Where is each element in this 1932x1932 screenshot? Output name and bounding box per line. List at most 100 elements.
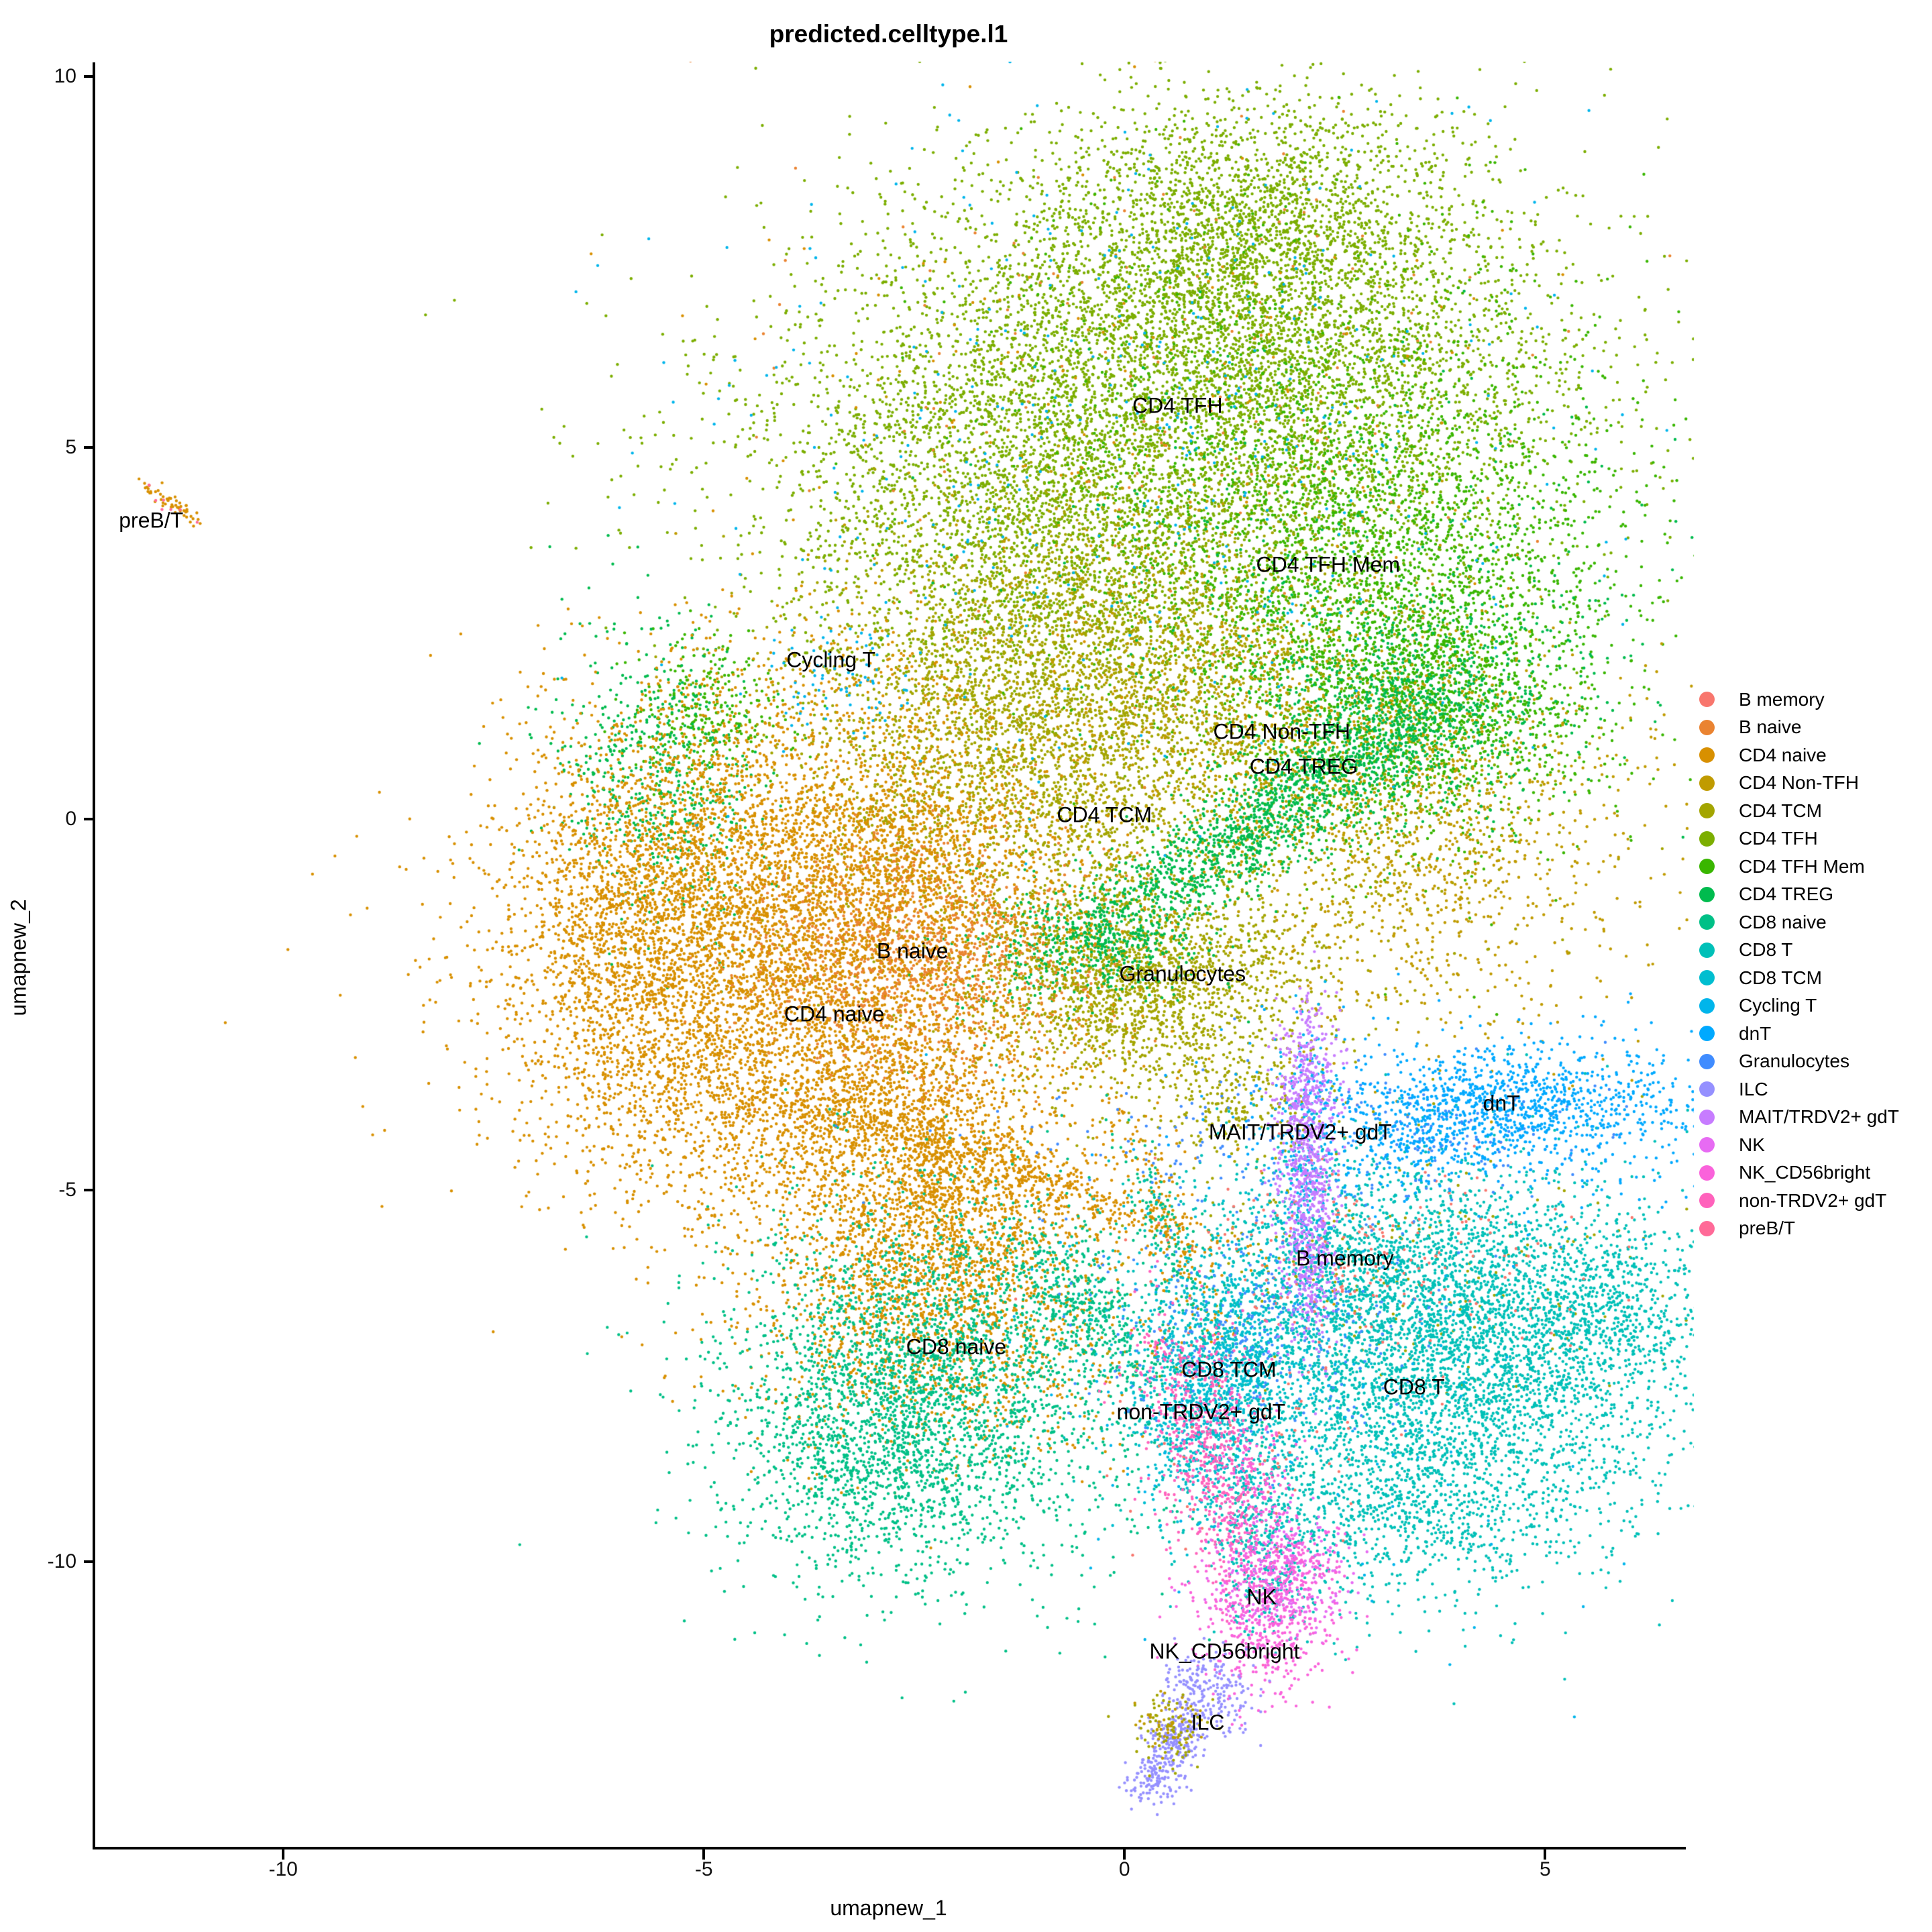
legend-dot-icon — [1699, 998, 1715, 1014]
y-tick — [84, 817, 94, 820]
cluster-label: CD8 T — [1383, 1375, 1445, 1399]
legend-dot-icon — [1699, 775, 1715, 791]
legend-item-label: dnT — [1739, 1022, 1772, 1044]
legend-dot-icon — [1699, 886, 1715, 902]
cluster-label: CD4 Non-TFH — [1213, 719, 1351, 744]
legend-dot-icon — [1699, 942, 1715, 958]
legend-item-label: ILC — [1739, 1078, 1768, 1099]
y-tick-label: -10 — [47, 1550, 76, 1572]
legend-item: CD4 TFH Mem — [1699, 853, 1899, 881]
legend-dot-icon — [1699, 803, 1715, 819]
cluster-label: CD4 TFH — [1132, 393, 1223, 418]
legend-item-label: NK_CD56bright — [1739, 1162, 1871, 1183]
legend-item: CD4 Non-TFH — [1699, 769, 1899, 798]
legend-item: B naive — [1699, 714, 1899, 742]
legend-item-label: NK — [1739, 1134, 1765, 1155]
legend-item-label: B memory — [1739, 688, 1825, 710]
x-tick — [1123, 1849, 1126, 1860]
legend-item: CD4 TFH — [1699, 825, 1899, 853]
cluster-label: B naive — [876, 938, 949, 963]
cluster-label: dnT — [1483, 1091, 1520, 1116]
legend-item-label: CD4 naive — [1739, 744, 1827, 765]
legend-item: NK — [1699, 1131, 1899, 1159]
legend-dot-icon — [1699, 747, 1715, 763]
legend-dot-icon — [1699, 692, 1715, 708]
legend-item: CD4 TCM — [1699, 797, 1899, 825]
cluster-label: non-TRDV2+ gdT — [1116, 1399, 1286, 1424]
x-axis-title: umapnew_1 — [830, 1896, 947, 1920]
x-tick-label: -5 — [694, 1858, 713, 1880]
legend-item-label: CD8 TCM — [1739, 967, 1822, 988]
y-tick-label: 0 — [65, 807, 76, 830]
legend-item-label: CD4 TFH — [1739, 828, 1818, 849]
legend-dot-icon — [1699, 970, 1715, 986]
cluster-label: CD4 naive — [784, 1002, 885, 1026]
legend-dot-icon — [1699, 914, 1715, 930]
x-tick-label: -10 — [268, 1858, 298, 1880]
cluster-label: ILC — [1191, 1710, 1225, 1735]
legend-item: CD8 T — [1699, 936, 1899, 965]
legend-dot-icon — [1699, 859, 1715, 875]
legend-item: MAIT/TRDV2+ gdT — [1699, 1104, 1899, 1132]
legend-item-label: non-TRDV2+ gdT — [1739, 1189, 1887, 1211]
legend-item: non-TRDV2+ gdT — [1699, 1187, 1899, 1215]
legend-dot-icon — [1699, 1026, 1715, 1042]
legend-item-label: Cycling T — [1739, 995, 1817, 1016]
cluster-label: CD8 TCM — [1181, 1357, 1277, 1382]
legend-item-label: preB/T — [1739, 1218, 1796, 1239]
y-axis-title: umapnew_2 — [6, 899, 31, 1016]
legend-item: NK_CD56bright — [1699, 1159, 1899, 1187]
legend-item: CD8 TCM — [1699, 964, 1899, 992]
y-tick — [84, 1560, 94, 1563]
legend-item: B memory — [1699, 686, 1899, 714]
cluster-label: CD4 TREG — [1249, 754, 1358, 779]
legend-item-label: CD4 Non-TFH — [1739, 772, 1859, 794]
cluster-label: Granulocytes — [1119, 961, 1246, 986]
cluster-label: B memory — [1295, 1246, 1394, 1271]
y-tick-label: 5 — [65, 436, 76, 459]
legend: B memory B naive CD4 naive CD4 Non-TFH CD4 T… — [1699, 686, 1899, 1242]
legend-dot-icon — [1699, 1137, 1715, 1153]
cluster-label: preB/T — [119, 508, 184, 533]
legend-dot-icon — [1699, 830, 1715, 847]
cluster-label: CD8 naive — [906, 1334, 1007, 1359]
cluster-label: NK — [1246, 1585, 1277, 1609]
y-tick-label: -5 — [58, 1179, 76, 1201]
legend-item: preB/T — [1699, 1215, 1899, 1243]
legend-item-label: CD4 TREG — [1739, 883, 1834, 905]
x-tick — [702, 1849, 706, 1860]
legend-dot-icon — [1699, 1220, 1715, 1236]
legend-dot-icon — [1699, 1109, 1715, 1125]
cluster-label: NK_CD56bright — [1149, 1639, 1300, 1664]
legend-dot-icon — [1699, 1193, 1715, 1209]
x-tick-label: 0 — [1118, 1858, 1130, 1880]
legend-item: Granulocytes — [1699, 1048, 1899, 1076]
x-axis-line — [93, 1847, 1686, 1849]
x-tick-label: 5 — [1539, 1858, 1551, 1880]
legend-item-label: MAIT/TRDV2+ gdT — [1739, 1106, 1899, 1128]
x-tick — [282, 1849, 285, 1860]
legend-dot-icon — [1699, 719, 1715, 735]
legend-item-label: B naive — [1739, 716, 1802, 738]
legend-item-label: CD8 T — [1739, 939, 1793, 961]
legend-item-label: CD8 naive — [1739, 911, 1827, 932]
cluster-label: CD4 TCM — [1057, 802, 1152, 827]
legend-item: CD4 TREG — [1699, 881, 1899, 909]
y-axis-line — [93, 62, 95, 1849]
legend-item: Cycling T — [1699, 992, 1899, 1020]
cluster-label: CD4 TFH Mem — [1256, 552, 1401, 577]
legend-dot-icon — [1699, 1165, 1715, 1181]
y-tick — [84, 446, 94, 449]
legend-item: ILC — [1699, 1075, 1899, 1104]
y-tick-label: 10 — [54, 64, 76, 87]
y-tick — [84, 1189, 94, 1192]
legend-dot-icon — [1699, 1081, 1715, 1097]
legend-item: dnT — [1699, 1020, 1899, 1048]
legend-dot-icon — [1699, 1053, 1715, 1069]
legend-item-label: CD4 TCM — [1739, 800, 1822, 821]
x-tick — [1544, 1849, 1547, 1860]
cluster-label: MAIT/TRDV2+ gdT — [1208, 1120, 1392, 1144]
legend-item: CD8 naive — [1699, 908, 1899, 936]
